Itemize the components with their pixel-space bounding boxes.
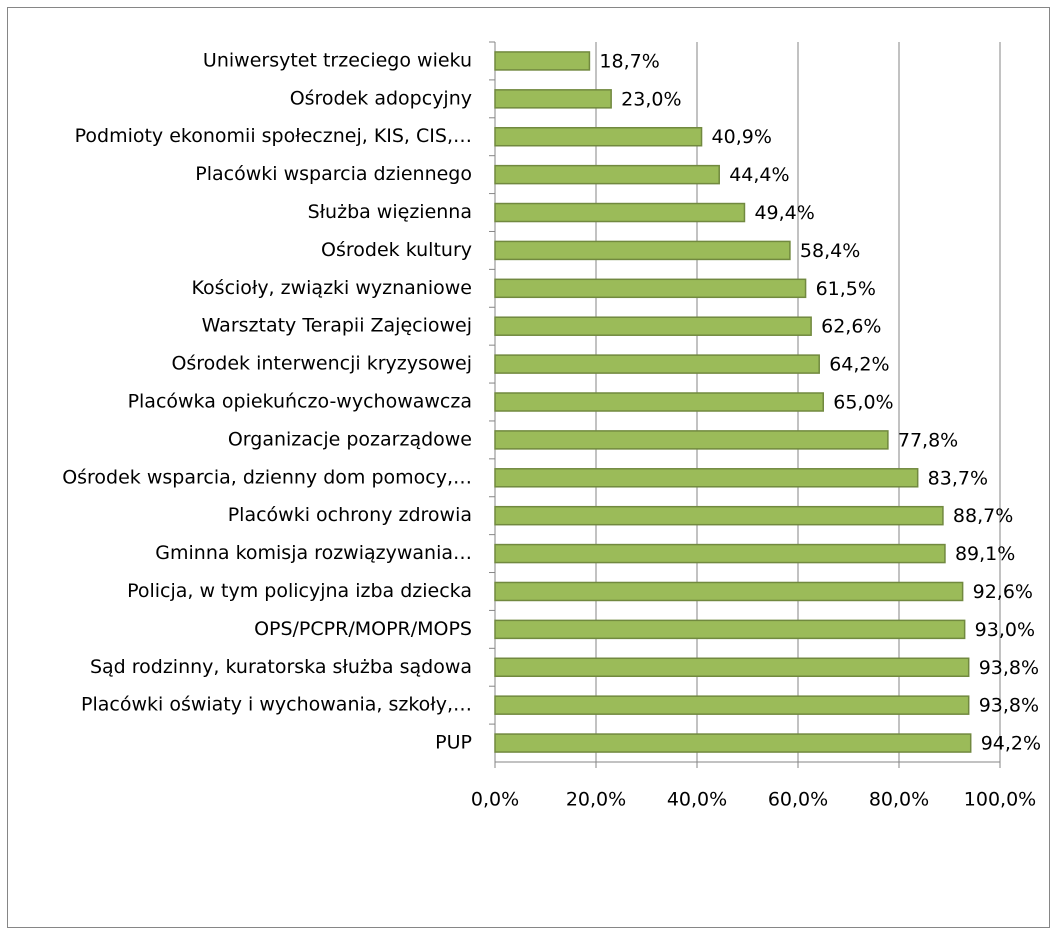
x-tick-label: 40,0% [667,789,727,811]
value-label: 64,2% [829,354,889,376]
y-tick-label: Placówka opiekuńczo-wychowawcza [128,391,472,413]
bar [494,581,964,602]
y-tick-label: Placówki oświaty i wychowania, szkoły,… [81,694,472,716]
y-tick-label: Służba więzienna [308,201,472,223]
value-label: 18,7% [599,50,659,72]
chart-border [7,7,1050,928]
bar [494,695,970,715]
y-tick-label: OPS/PCPR/MOPR/MOPS [254,618,472,640]
y-tick-label: Ośrodek adopcyjny [290,87,472,109]
value-label: 92,6% [973,581,1033,603]
x-tick-label: 100,0% [964,789,1036,811]
bar [494,430,889,450]
bar [494,89,612,109]
bar [494,619,966,640]
value-label: 88,7% [953,505,1013,527]
value-label: 58,4% [800,240,860,262]
y-tick-label: Kościoły, związki wyznaniowe [192,277,472,299]
value-label: 62,6% [821,316,881,338]
y-tick-label: Organizacje pozarządowe [228,428,472,450]
bar [494,126,703,147]
bar [494,733,972,753]
value-label: 93,8% [979,695,1039,717]
value-label: 89,1% [955,543,1015,565]
x-tick-label: 60,0% [768,789,828,811]
y-tick-label: Warsztaty Terapii Zajęciowej [202,315,472,337]
x-tick-label: 80,0% [869,789,929,811]
y-tick-label: Ośrodek kultury [321,239,472,261]
value-label: 83,7% [928,467,988,489]
value-label: 65,0% [833,392,893,414]
bar [494,657,970,678]
value-label: 23,0% [621,88,681,110]
bar [494,505,944,526]
y-tick-label: Placówki wsparcia dziennego [195,163,472,185]
y-tick-label: Ośrodek wsparcia, dzienny dom pomocy,… [62,466,472,488]
x-tick-label: 0,0% [471,789,519,811]
bar [494,51,591,71]
bar [494,202,746,223]
value-label: 93,8% [979,657,1039,679]
bar [494,164,720,185]
x-tick-label: 20,0% [566,789,626,811]
bar [494,278,807,299]
y-tick-label: Policja, w tym policyjna izba dziecka [127,580,472,602]
y-tick-label: Sąd rodzinny, kuratorska służba sądowa [90,656,472,678]
value-label: 94,2% [981,733,1041,755]
bar [494,316,812,336]
y-tick-label: Ośrodek interwencji kryzysowej [171,353,472,375]
bar [494,240,791,261]
bar [494,354,820,374]
bar [494,468,919,488]
y-tick-label: Uniwersytet trzeciego wieku [203,49,472,71]
value-label: 77,8% [898,429,958,451]
y-tick-label: Placówki ochrony zdrowia [228,504,472,526]
bar [494,543,946,564]
value-label: 49,4% [754,202,814,224]
bar [494,392,824,412]
value-label: 61,5% [816,278,876,300]
y-tick-label: Podmioty ekonomii społecznej, KIS, CIS,… [75,125,472,147]
y-tick-label: Gminna komisja rozwiązywania… [155,542,472,564]
value-label: 93,0% [975,619,1035,641]
y-tick-label: PUP [435,732,472,754]
value-label: 44,4% [729,164,789,186]
value-label: 40,9% [712,126,772,148]
